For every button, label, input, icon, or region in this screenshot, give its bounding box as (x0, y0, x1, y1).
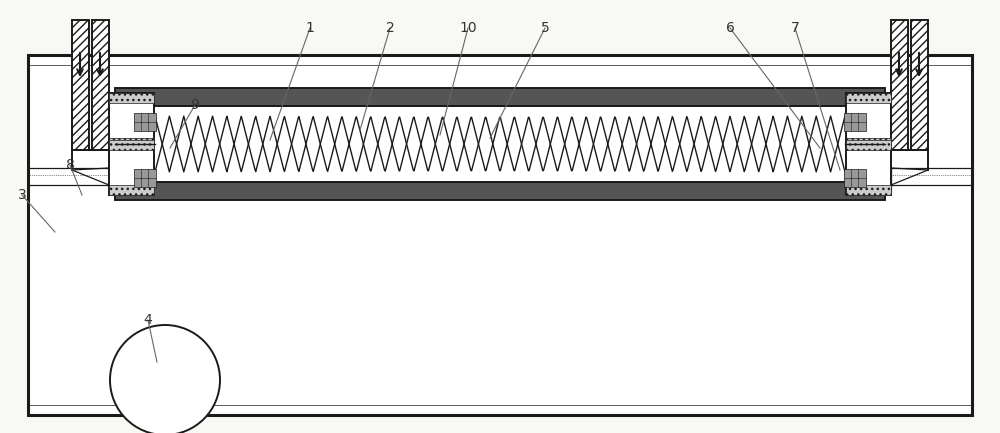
Text: 10: 10 (459, 21, 477, 35)
Bar (844, 169, 866, 187)
Text: 3: 3 (18, 188, 26, 202)
Bar (115, 182, 885, 200)
Text: 4: 4 (144, 313, 152, 327)
Bar (911, 20, 928, 150)
Bar (846, 185, 891, 195)
Bar (846, 138, 891, 148)
Bar (134, 169, 156, 187)
Bar (109, 138, 154, 148)
Bar (72, 20, 89, 150)
Bar (109, 140, 154, 195)
Circle shape (110, 325, 220, 433)
Bar (846, 140, 891, 195)
Bar (115, 106, 885, 182)
Bar (109, 93, 154, 103)
Bar (28, 55, 972, 415)
Text: 6: 6 (726, 21, 734, 35)
Bar (115, 88, 885, 106)
Bar (92, 20, 109, 150)
Bar (109, 185, 154, 195)
Text: 8: 8 (66, 158, 74, 172)
Bar (846, 93, 891, 148)
Bar (891, 20, 908, 150)
Bar (109, 140, 154, 150)
Text: 9: 9 (191, 98, 199, 112)
Text: 2: 2 (386, 21, 394, 35)
Bar (134, 113, 156, 131)
Bar (846, 140, 891, 150)
Bar (844, 113, 866, 131)
Bar (109, 93, 154, 148)
Text: 5: 5 (541, 21, 549, 35)
Bar (846, 93, 891, 103)
Text: 7: 7 (791, 21, 799, 35)
Text: 1: 1 (306, 21, 314, 35)
